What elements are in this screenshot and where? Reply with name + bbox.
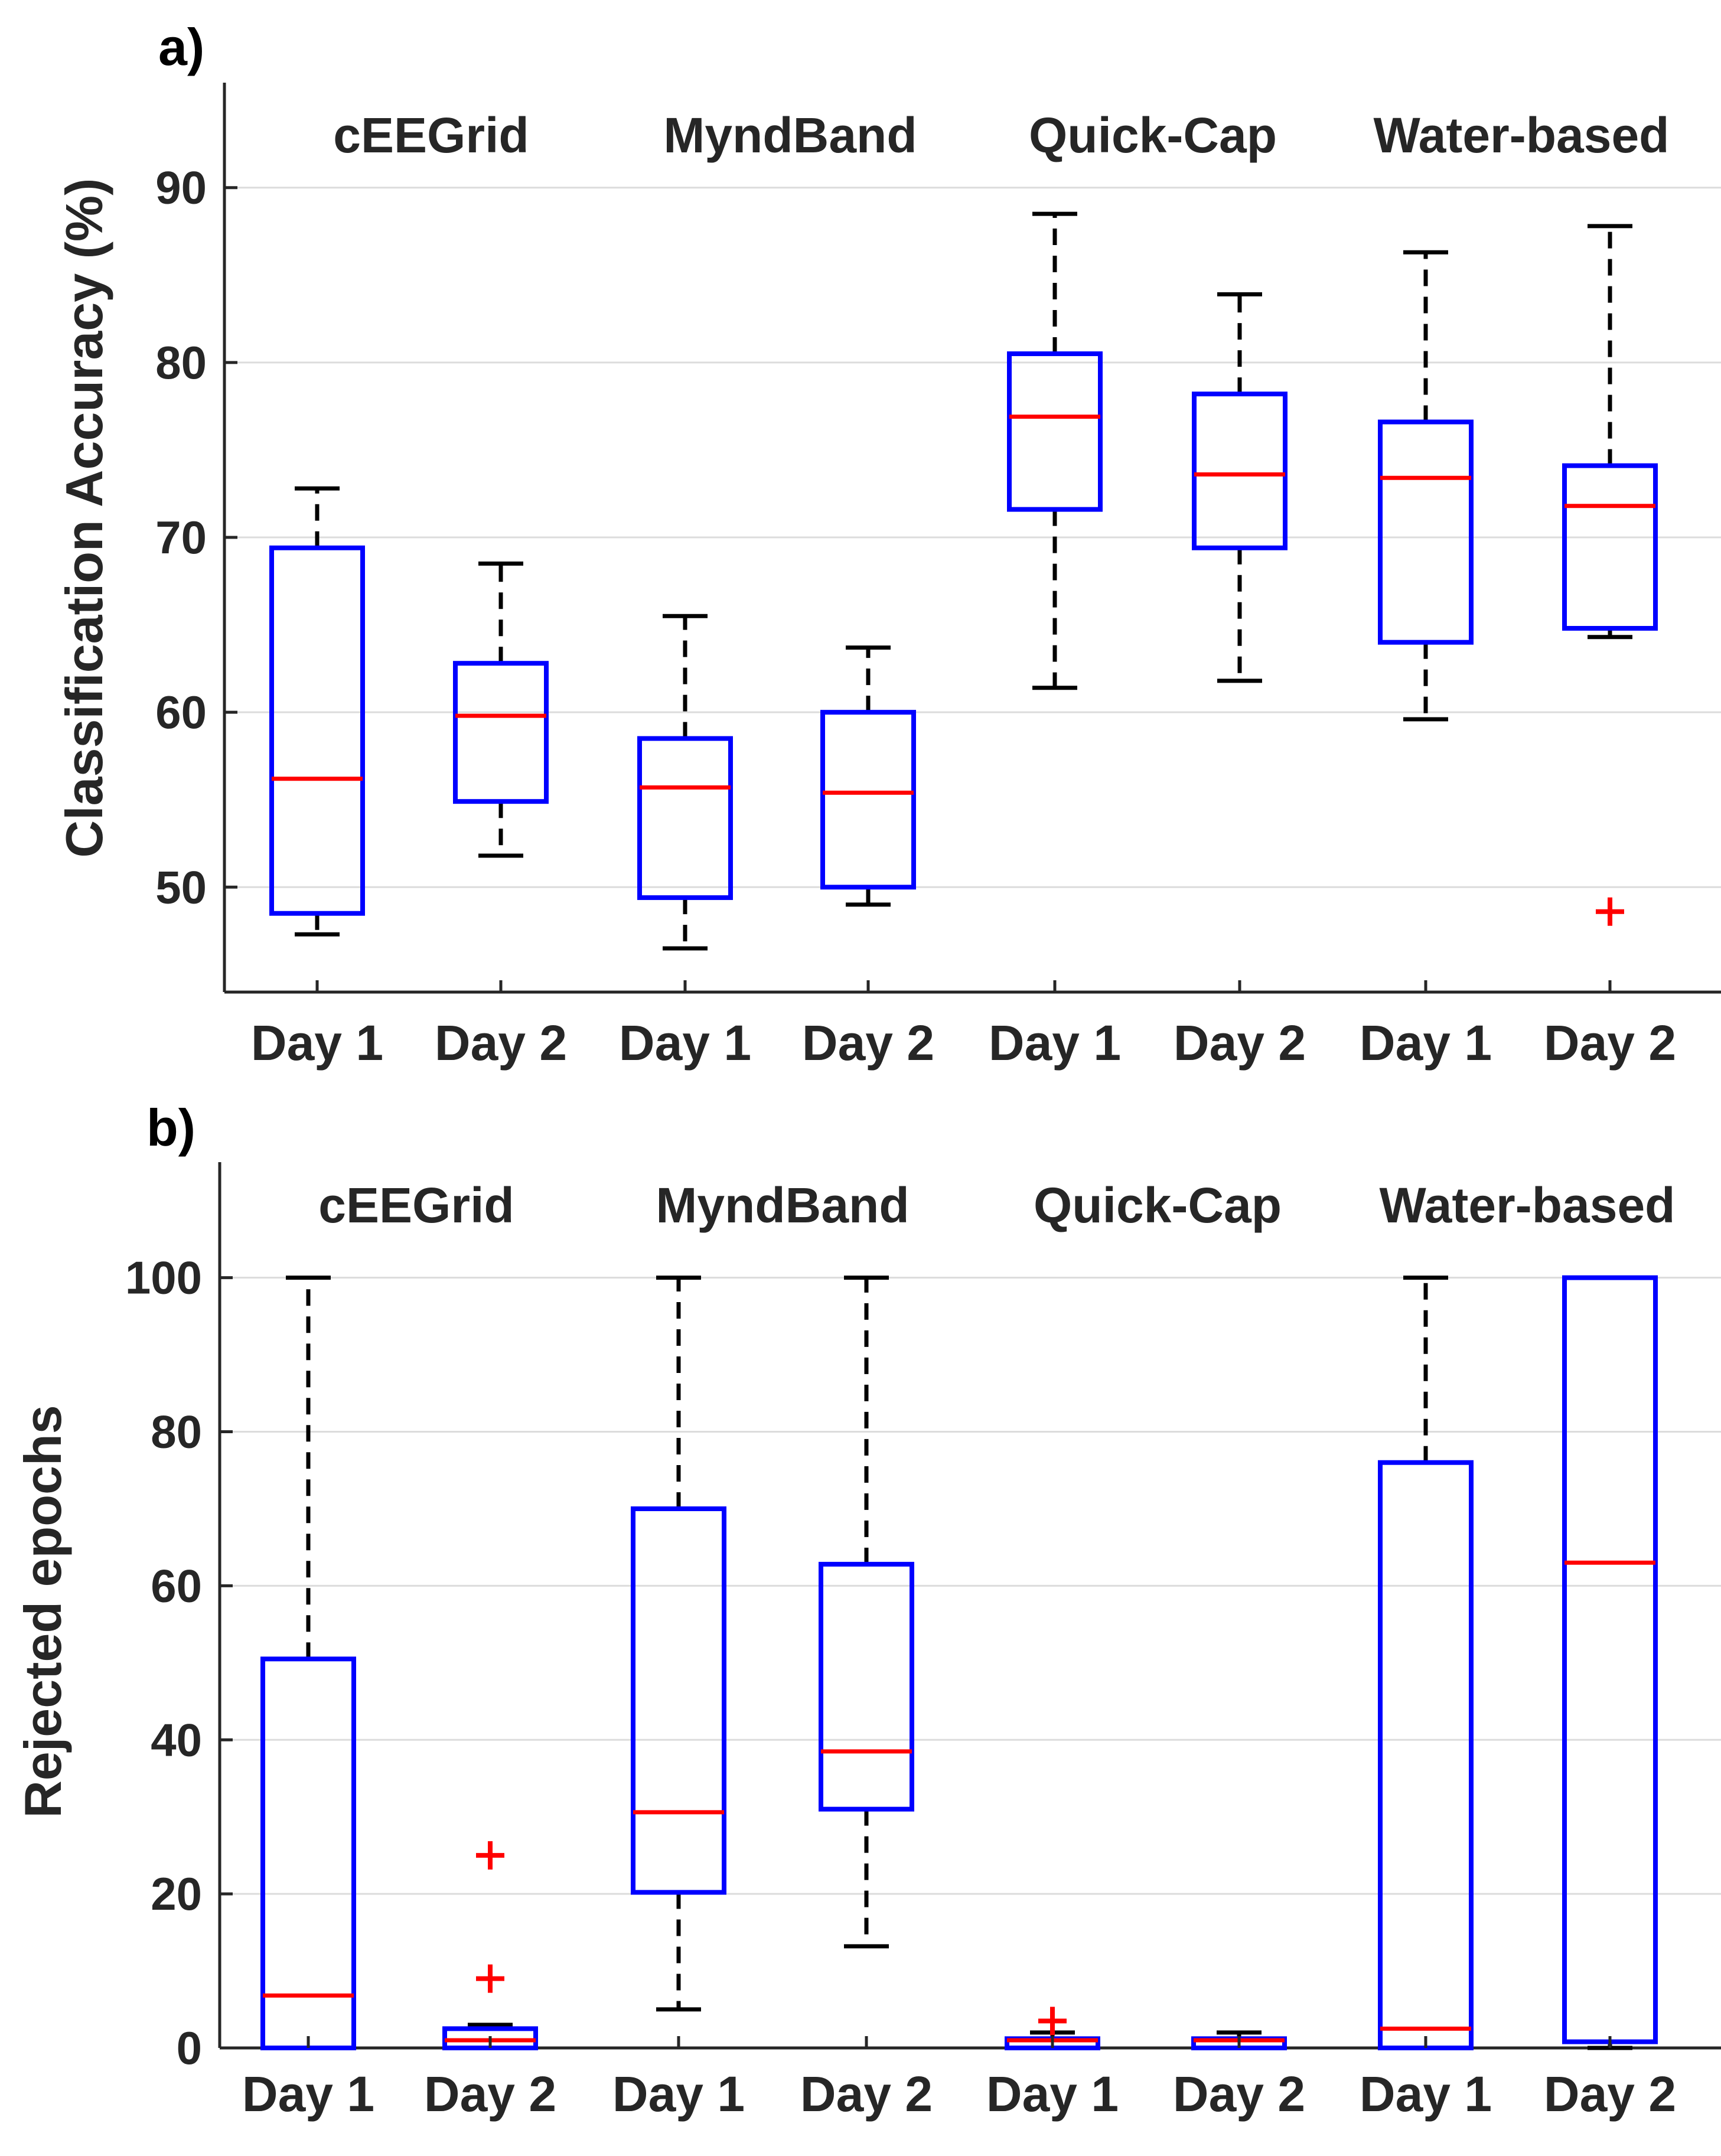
x-tick-label: Day 2	[1544, 2066, 1676, 2122]
group-label-water-based: Water-based	[1373, 107, 1669, 163]
iqr-box	[1007, 351, 1103, 512]
y-tick-label-20: 20	[151, 1868, 202, 1920]
x-tick-label: Day 2	[800, 2066, 933, 2122]
box-ceegrid-day-2	[453, 561, 549, 858]
x-tick-label: Day 1	[986, 2066, 1119, 2122]
x-tick-label: Day 1	[1360, 2066, 1492, 2122]
box-myndband-day-1	[637, 614, 733, 951]
panel-b-y-ticks: 0 20 40 60 80 100	[125, 1252, 233, 2074]
x-tick-label: Day 1	[251, 1015, 383, 1071]
x-tick-label: Day 2	[1173, 2066, 1305, 2122]
x-tick-label: Day 2	[802, 1015, 934, 1071]
x-tick-label: Day 1	[612, 2066, 745, 2122]
iqr-box	[453, 661, 549, 804]
y-tick-label-100: 100	[125, 1252, 202, 1304]
box-quick-cap-day-2	[1192, 292, 1288, 683]
iqr-box	[269, 545, 365, 916]
iqr-box	[637, 736, 733, 901]
x-tick-label: Day 1	[1360, 1015, 1492, 1071]
x-tick-label: Day 2	[1544, 1015, 1676, 1071]
box-quick-cap-day-1	[1007, 211, 1103, 690]
y-tick-label-50: 50	[155, 861, 207, 913]
y-tick-label-80: 80	[155, 337, 207, 389]
box-myndband-day-2	[819, 1276, 914, 1949]
panel-a-label: a)	[158, 18, 204, 76]
y-tick-label-60: 60	[151, 1560, 202, 1612]
outlier-marker	[1596, 897, 1624, 926]
panel-a-x-ticks: Day 1 Day 2 Day 1 Day 2 Day 1 Day 2 Day 1 Day 2	[251, 980, 1676, 1071]
iqr-box	[1378, 419, 1474, 645]
box-myndband-day-1	[631, 1276, 726, 2012]
box-myndband-day-2	[820, 645, 916, 907]
panel-b-group-labels: cEEGrid MyndBand Quick-Cap Water-based	[318, 1178, 1675, 1233]
x-tick-label: Day 2	[1174, 1015, 1306, 1071]
y-tick-label-40: 40	[151, 1714, 202, 1766]
x-tick-label: Day 1	[619, 1015, 751, 1071]
y-tick-label-0: 0	[177, 2022, 202, 2074]
outlier-marker	[476, 1964, 504, 1993]
iqr-box	[1192, 392, 1288, 550]
iqr-box	[631, 1506, 726, 1895]
panel-a-group-labels: cEEGrid MyndBand Quick-Cap Water-based	[333, 107, 1669, 163]
panel-b-y-axis-label: Rejected epochs	[14, 1405, 72, 1818]
group-label-quick-cap: Quick-Cap	[1034, 1178, 1282, 1233]
panel-a-boxes	[269, 211, 1658, 951]
panel-b-x-ticks: Day 1 Day 2 Day 1 Day 2 Day 1 Day 2 Day 1 Day 2	[242, 2036, 1676, 2122]
iqr-box	[1562, 463, 1658, 631]
panel-b-label: b)	[146, 1098, 195, 1157]
outlier-marker	[1038, 2007, 1067, 2036]
box-ceegrid-day-1	[269, 486, 365, 937]
panel-a-accuracy: 50 60 70 80 90 cEEGrid MyndBand Quick-Cap Water…	[55, 18, 1721, 1071]
group-label-quick-cap: Quick-Cap	[1029, 107, 1277, 163]
box-water-based-day-2	[1562, 224, 1658, 926]
x-tick-label: Day 2	[435, 1015, 567, 1071]
panel-a-y-axis-label: Classification Accuracy (%)	[55, 178, 113, 858]
x-tick-label: Day 2	[424, 2066, 556, 2122]
x-tick-label: Day 1	[989, 1015, 1121, 1071]
iqr-box	[820, 710, 916, 890]
outlier-marker	[476, 1841, 504, 1870]
y-tick-label-60: 60	[155, 686, 207, 738]
group-label-ceegrid: cEEGrid	[333, 107, 529, 163]
panel-a-y-ticks: 50 60 70 80 90	[155, 162, 237, 913]
box-water-based-day-1	[1378, 250, 1474, 722]
panel-b-rejected: 0 20 40 60 80 100 cEEGrid MyndBand Quick-Cap Wat…	[14, 1098, 1721, 2122]
group-label-myndband: MyndBand	[656, 1178, 909, 1233]
group-label-myndband: MyndBand	[663, 107, 917, 163]
y-tick-label-90: 90	[155, 162, 207, 214]
x-tick-label: Day 1	[242, 2066, 374, 2122]
y-tick-label-70: 70	[155, 511, 207, 563]
iqr-box	[819, 1561, 914, 1812]
y-tick-label-80: 80	[151, 1406, 202, 1458]
group-label-ceegrid: cEEGrid	[318, 1178, 514, 1233]
panel-a-gridlines	[224, 187, 1721, 888]
group-label-water-based: Water-based	[1379, 1178, 1675, 1233]
